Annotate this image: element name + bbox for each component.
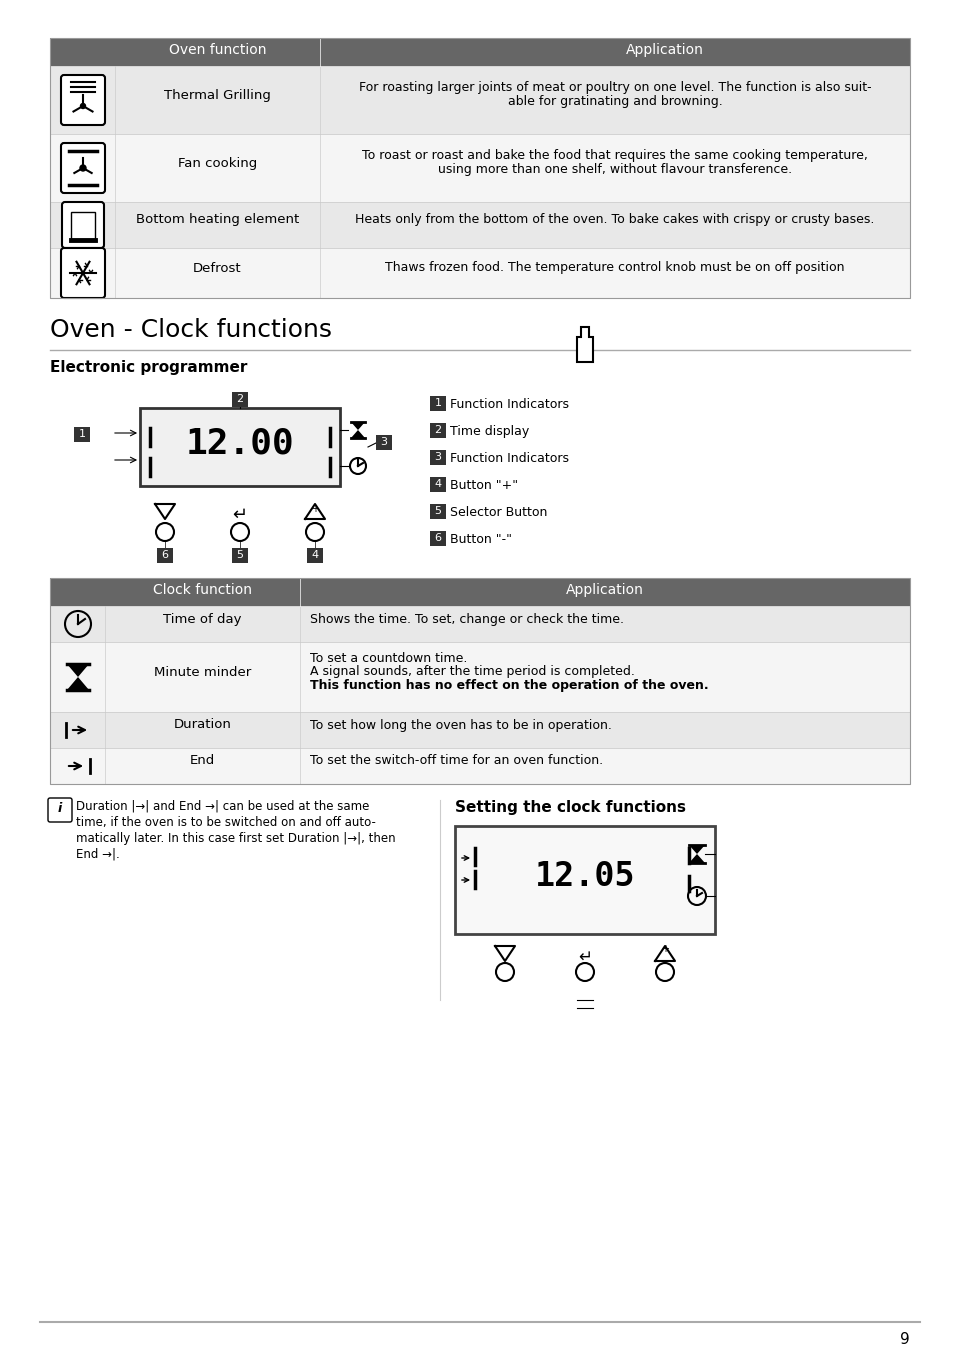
Text: 4: 4 (311, 550, 318, 560)
Text: Application: Application (565, 583, 643, 598)
Bar (50, 134, 909, 201)
Text: Fan cooking: Fan cooking (177, 157, 257, 169)
Text: End: End (190, 754, 214, 768)
Polygon shape (67, 664, 89, 677)
Text: 6: 6 (161, 550, 169, 560)
Text: 3: 3 (434, 452, 441, 462)
Text: +: + (311, 504, 318, 514)
Text: Duration: Duration (173, 718, 232, 731)
Text: 1: 1 (78, 429, 86, 439)
Circle shape (80, 104, 86, 108)
Text: To set the switch-off time for an oven function.: To set the switch-off time for an oven f… (310, 754, 602, 768)
Bar (74, 427, 90, 442)
Text: ↵: ↵ (578, 948, 591, 965)
Bar (232, 392, 248, 407)
Text: Shows the time. To set, change or check the time.: Shows the time. To set, change or check … (310, 612, 623, 626)
Text: 12.00: 12.00 (186, 426, 294, 460)
Bar (50, 579, 909, 606)
Bar (50, 247, 909, 297)
Text: using more than one shelf, without flavour transference.: using more than one shelf, without flavo… (437, 164, 791, 177)
Text: Function Indicators: Function Indicators (450, 397, 568, 411)
Text: Selector Button: Selector Button (450, 506, 547, 519)
Bar (140, 408, 339, 485)
Bar (50, 606, 909, 642)
Text: Thaws frozen food. The temperature control knob must be on off position: Thaws frozen food. The temperature contr… (385, 261, 843, 274)
Bar (430, 477, 446, 492)
Text: To roast or roast and bake the food that requires the same cooking temperature,: To roast or roast and bake the food that… (362, 150, 867, 162)
Text: Heats only from the bottom of the oven. To bake cakes with crispy or crusty base: Heats only from the bottom of the oven. … (355, 214, 874, 227)
Text: Bottom heating element: Bottom heating element (135, 214, 299, 227)
Bar (430, 423, 446, 438)
Text: Duration |→| and End →| can be used at the same: Duration |→| and End →| can be used at t… (76, 800, 369, 813)
Polygon shape (351, 422, 365, 430)
Text: For roasting larger joints of meat or poultry on one level. The function is also: For roasting larger joints of meat or po… (358, 81, 870, 95)
Text: Oven - Clock functions: Oven - Clock functions (50, 318, 332, 342)
Text: able for gratinating and browning.: able for gratinating and browning. (507, 96, 721, 108)
Bar (430, 504, 446, 519)
Polygon shape (351, 430, 365, 438)
Text: 5: 5 (236, 550, 243, 560)
FancyBboxPatch shape (61, 143, 105, 193)
Bar (50, 66, 909, 134)
Bar (50, 38, 909, 66)
Bar (50, 201, 909, 247)
Text: 3: 3 (380, 437, 387, 448)
Text: This function has no effect on the operation of the oven.: This function has no effect on the opera… (310, 680, 708, 692)
Text: Setting the clock functions: Setting the clock functions (455, 800, 685, 815)
Text: Time display: Time display (450, 425, 529, 438)
Text: 1: 1 (434, 397, 441, 408)
Bar (71, 212, 95, 241)
FancyBboxPatch shape (61, 247, 105, 297)
Bar (157, 548, 172, 562)
Polygon shape (688, 854, 704, 863)
Text: Time of day: Time of day (163, 612, 241, 626)
Bar (50, 713, 909, 748)
Bar (430, 450, 446, 465)
Text: Defrost: Defrost (193, 261, 241, 274)
Text: To set a countdown time.: To set a countdown time. (310, 652, 467, 664)
Polygon shape (688, 845, 704, 854)
Text: matically later. In this case first set Duration |→|, then: matically later. In this case first set … (76, 831, 395, 845)
Text: 12.05: 12.05 (534, 860, 635, 894)
Bar (50, 579, 909, 784)
Text: time, if the oven is to be switched on and off auto-: time, if the oven is to be switched on a… (76, 817, 375, 829)
FancyBboxPatch shape (62, 201, 104, 247)
Polygon shape (67, 677, 89, 690)
Text: i: i (58, 802, 62, 815)
Text: 2: 2 (434, 425, 441, 435)
FancyBboxPatch shape (61, 74, 105, 124)
Text: +: + (660, 944, 668, 955)
Text: ↵: ↵ (233, 506, 247, 525)
Bar (307, 548, 323, 562)
Bar (50, 38, 909, 297)
Bar (455, 826, 714, 934)
Bar (375, 435, 392, 450)
Text: Function Indicators: Function Indicators (450, 452, 568, 465)
Text: 6: 6 (434, 533, 441, 544)
Text: Clock function: Clock function (152, 583, 252, 598)
Bar (232, 548, 248, 562)
Bar (430, 531, 446, 546)
Text: 5: 5 (434, 506, 441, 516)
Text: 4: 4 (434, 479, 441, 489)
Text: 9: 9 (900, 1332, 909, 1347)
Text: A signal sounds, after the time period is completed.: A signal sounds, after the time period i… (310, 665, 634, 679)
Text: Oven function: Oven function (169, 43, 266, 57)
Bar (50, 748, 909, 784)
Bar (50, 642, 909, 713)
Text: Application: Application (625, 43, 703, 57)
Polygon shape (577, 327, 593, 362)
Text: 2: 2 (236, 393, 243, 404)
Bar (430, 396, 446, 411)
Text: Button "-": Button "-" (450, 533, 512, 546)
Text: Minute minder: Minute minder (153, 665, 251, 679)
Text: Electronic programmer: Electronic programmer (50, 360, 247, 375)
Text: To set how long the oven has to be in operation.: To set how long the oven has to be in op… (310, 718, 611, 731)
Circle shape (80, 165, 86, 170)
Text: Thermal Grilling: Thermal Grilling (164, 88, 271, 101)
Text: End →|.: End →|. (76, 848, 120, 861)
Text: Button "+": Button "+" (450, 479, 517, 492)
